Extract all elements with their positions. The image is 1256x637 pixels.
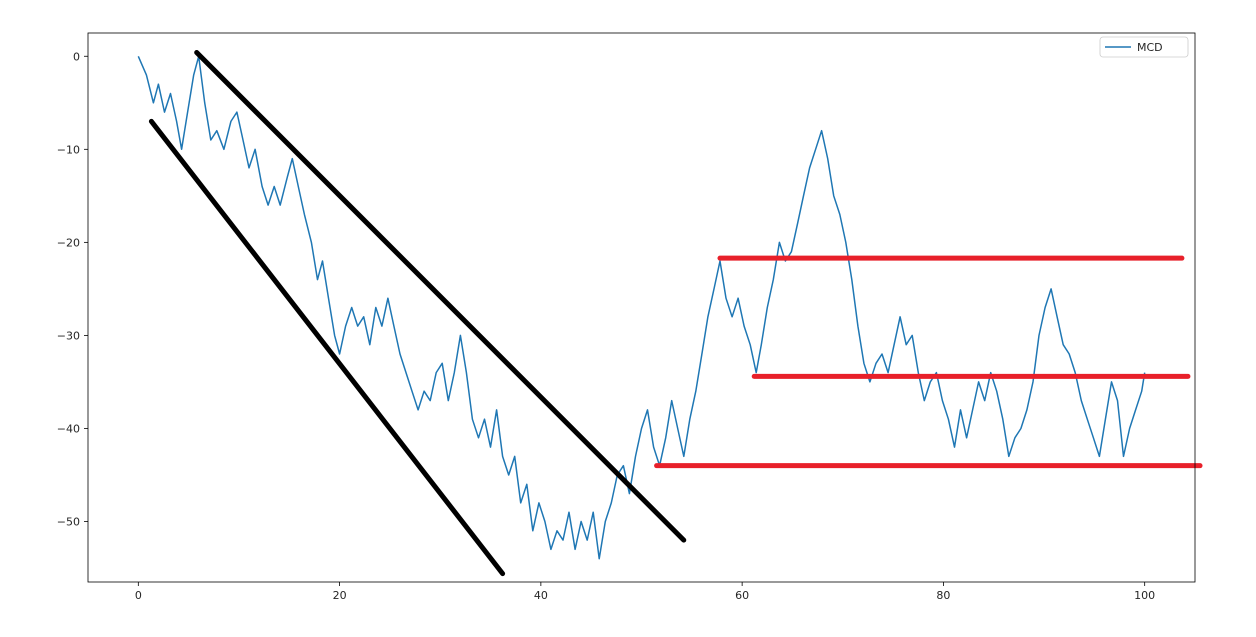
y-tick-label: 0	[73, 50, 80, 63]
x-tick-label: 60	[735, 589, 749, 602]
x-tick-label: 40	[534, 589, 548, 602]
x-tick-label: 20	[333, 589, 347, 602]
x-tick-label: 100	[1134, 589, 1155, 602]
legend: MCD	[1099, 36, 1189, 58]
x-tick-label: 0	[135, 589, 142, 602]
x-tick-label: 80	[936, 589, 950, 602]
series-line-mcd	[137, 55, 1146, 560]
trendline-annotation	[194, 50, 687, 543]
y-tick-label: −20	[57, 236, 80, 249]
trendline-annotation	[148, 118, 506, 577]
annotations	[148, 50, 1203, 577]
plot-area	[88, 33, 1195, 582]
legend-box	[1099, 36, 1189, 58]
x-axis-ticks: 0 20 40 60 80 100	[135, 582, 1155, 602]
y-tick-label: −10	[57, 143, 80, 156]
legend-label-mcd: MCD	[1137, 41, 1163, 54]
plot-frame	[87, 32, 1196, 583]
y-axis-ticks: 0 −10 −20 −30 −40 −50	[57, 50, 88, 529]
y-tick-label: −40	[57, 422, 80, 435]
y-tick-label: −50	[57, 516, 80, 529]
y-tick-label: −30	[57, 329, 80, 342]
